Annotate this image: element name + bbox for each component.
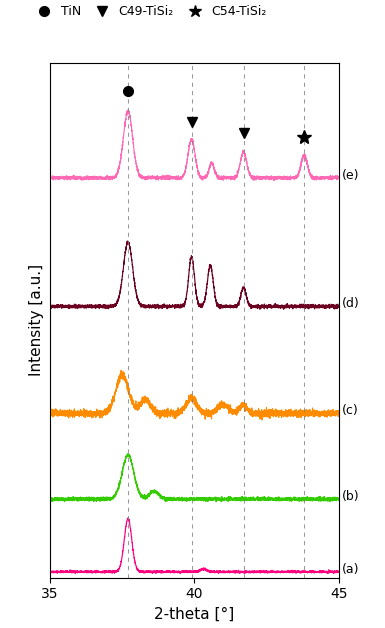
- Legend: TiN, C49-TiSi₂, C54-TiSi₂: TiN, C49-TiSi₂, C54-TiSi₂: [27, 0, 271, 23]
- Y-axis label: Intensity [a.u.]: Intensity [a.u.]: [30, 264, 45, 376]
- X-axis label: 2-theta [°]: 2-theta [°]: [154, 607, 234, 622]
- Text: (e): (e): [342, 169, 360, 182]
- Text: (c): (c): [342, 404, 359, 418]
- Text: (d): (d): [342, 297, 360, 310]
- Text: (a): (a): [342, 563, 360, 576]
- Text: (b): (b): [342, 490, 360, 503]
